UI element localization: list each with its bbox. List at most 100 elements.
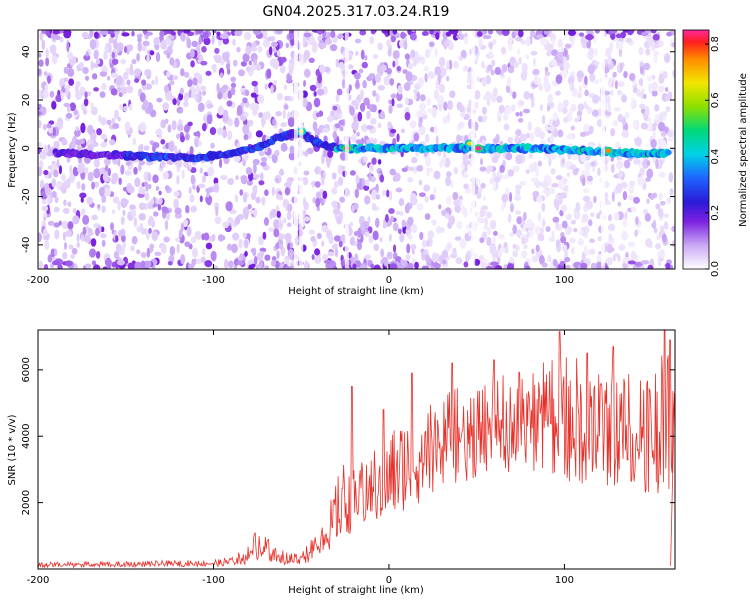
spectrogram-cell (481, 76, 487, 87)
spectrogram-cell (119, 104, 124, 111)
spectrogram-cell (284, 187, 291, 196)
spectrogram-cell (339, 126, 344, 132)
spectrogram-cell (607, 104, 611, 113)
spectrogram-cell (303, 170, 310, 176)
spectrogram-cell (288, 111, 296, 117)
spectrogram-cell (552, 60, 558, 67)
spectrogram-cell (252, 163, 257, 174)
spectrogram-cell (371, 104, 377, 113)
spectrogram-cell (404, 97, 409, 106)
spectrogram-cell (138, 186, 144, 195)
spectrogram-cell (410, 196, 418, 206)
spectrogram-cell (187, 263, 195, 269)
spectrogram-cell (333, 180, 339, 189)
spectrogram-cell (453, 60, 459, 69)
spectrogram-cell (427, 70, 435, 79)
spectrogram-cell (552, 258, 558, 267)
spectrogram-cell (455, 257, 463, 265)
spectrogram-cell (388, 208, 395, 214)
spectrogram-cell (264, 254, 271, 261)
spectrogram-cell (518, 30, 524, 38)
spectrogram-cell (91, 214, 98, 221)
spectrogram-cell (484, 216, 488, 227)
spectrogram-cell (38, 59, 44, 67)
spectrogram-cell (327, 150, 334, 158)
spectrogram-cell (393, 244, 397, 253)
spectrogram-cell (353, 72, 361, 80)
spectrogram-cell (81, 183, 86, 191)
spectrogram-cell (418, 192, 426, 198)
spectrogram-cell (242, 206, 250, 217)
spectrogram-cell (314, 255, 322, 264)
spectrogram-cell (596, 212, 601, 220)
spectrogram-cell (202, 174, 206, 183)
spectrogram-cell (624, 111, 630, 119)
spectrogram-cell (65, 87, 69, 97)
spectrogram-cell (585, 200, 593, 210)
spectrogram-cell (672, 69, 675, 78)
spectrogram-cell (426, 167, 433, 173)
spectrogram-cell (69, 164, 73, 175)
spectrogram-cell (100, 133, 107, 140)
spectrogram-cell (144, 69, 152, 77)
spectrogram-cell (498, 104, 505, 114)
spectrogram-cell (136, 249, 141, 255)
spectrogram-cell (239, 189, 244, 196)
spectrogram-cell (500, 202, 505, 212)
spectrogram-cell (453, 199, 461, 207)
spectrogram-cell (663, 213, 670, 218)
spectrogram-cell (460, 111, 466, 118)
spectrogram-cell (276, 250, 280, 260)
spectrogram-cell (243, 239, 249, 249)
spectrogram-cell (131, 236, 138, 245)
spectrogram-cell (489, 261, 499, 267)
spectrogram-cell (337, 176, 344, 186)
spectrogram-cell (381, 30, 389, 34)
spectrogram-cell (582, 123, 591, 133)
bottom-y-tick-label: 4000 (21, 423, 32, 448)
spectrogram-cell (462, 152, 469, 163)
spectrogram-cell (584, 89, 589, 97)
spectrogram-cell (188, 89, 192, 99)
spectrogram-cell (63, 30, 72, 39)
spectrogram-cell (555, 220, 560, 231)
spectrogram-cell (544, 71, 551, 77)
spectrogram-cell (459, 105, 465, 113)
spectrogram-cell (131, 58, 137, 65)
spectrogram-cell (181, 169, 185, 179)
spectrogram-cell (502, 174, 510, 180)
spectrogram-cell (48, 173, 52, 179)
spectrogram-cell (282, 217, 287, 224)
spectrogram-cell (169, 245, 176, 257)
spectrogram-cell (577, 238, 584, 246)
spectrogram-cell (433, 186, 437, 195)
spectrogram-cell (87, 228, 93, 233)
spectrogram-cell (334, 123, 341, 129)
spectrogram-cell (368, 72, 376, 80)
spectrogram-cell (223, 258, 229, 269)
spectrogram-cell (51, 54, 58, 65)
spectrogram-cell (359, 264, 368, 269)
spectrogram-cell (91, 248, 96, 257)
spectrogram-cell (444, 157, 451, 168)
spectrogram-cell (331, 172, 337, 180)
spectrogram-cell (562, 244, 568, 252)
spectrogram-cell (93, 264, 101, 269)
spectrogram-cell (392, 222, 399, 232)
spectrogram-cell (604, 192, 609, 202)
spectrogram-cell (100, 141, 108, 148)
spectrogram-cell (644, 105, 650, 115)
spectrogram-cell (429, 194, 435, 201)
spectrogram-peak (475, 146, 482, 151)
spectrogram-cell (410, 49, 416, 58)
spectrogram-cell (586, 106, 593, 115)
spectrogram-cell (139, 122, 147, 132)
spectrogram-cell (163, 236, 170, 243)
spectrogram-cell (361, 61, 368, 69)
spectrogram-cell (214, 216, 222, 225)
spectrogram-cell (656, 234, 661, 241)
spectrogram-cell (442, 150, 447, 159)
spectrogram-cell (89, 30, 94, 38)
spectrogram-cell (334, 247, 339, 258)
spectrogram-cell (179, 135, 185, 143)
